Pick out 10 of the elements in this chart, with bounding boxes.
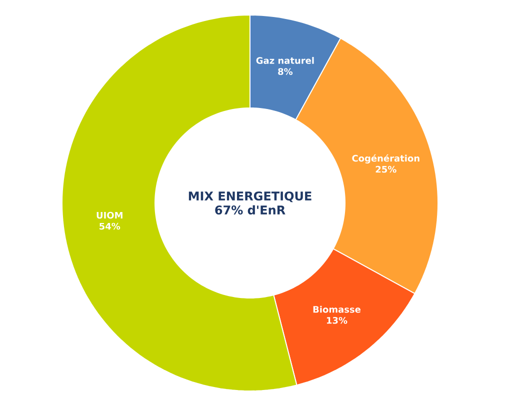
- slice-label: Cogénération: [352, 154, 420, 164]
- slice-label: Biomasse: [313, 306, 361, 313]
- slice-label: UIOM: [96, 212, 122, 219]
- data-label: 13%: [326, 316, 348, 324]
- text: 67% d'EnR: [215, 205, 286, 215]
- data-label: 54%: [100, 222, 120, 230]
- text: MIX ENERGETIQUE: [188, 191, 312, 202]
- slice-label: Gaz naturel: [256, 56, 314, 64]
- data-label: 8%: [278, 68, 293, 75]
- data-label: 25%: [376, 166, 396, 173]
